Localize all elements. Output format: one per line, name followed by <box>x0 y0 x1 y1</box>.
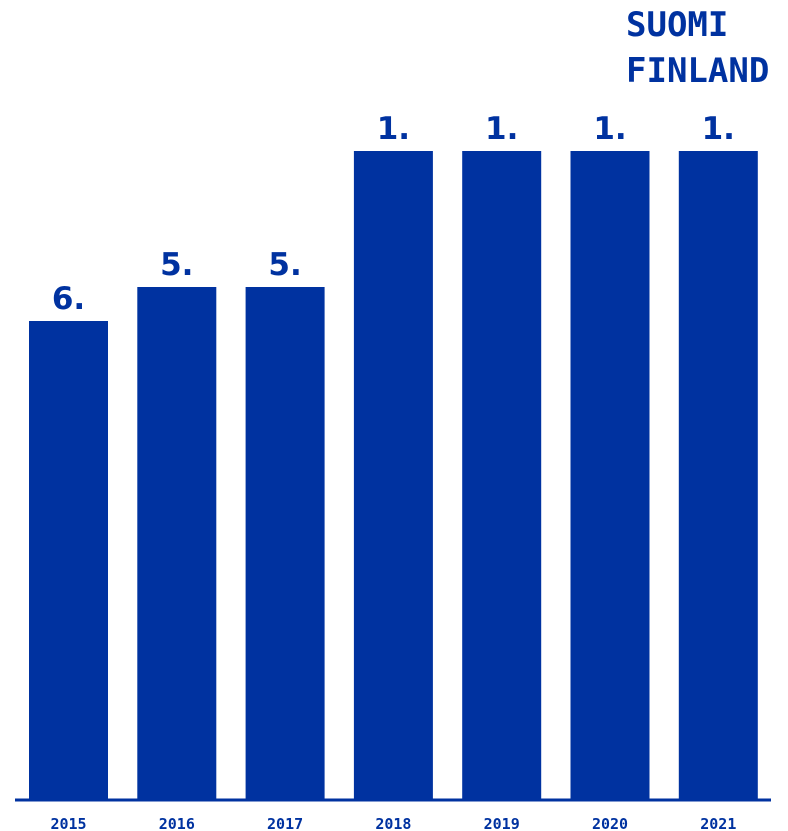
x-tick-label-2017: 2017 <box>267 815 303 831</box>
x-tick-label-2016: 2016 <box>159 815 195 831</box>
data-label-2017: 5. <box>268 247 301 283</box>
bar-2019 <box>462 151 542 800</box>
data-label-2015: 6. <box>52 281 85 317</box>
x-tick-label-2015: 2015 <box>50 815 86 831</box>
bar-2021 <box>678 151 758 800</box>
data-label-2019: 1. <box>485 111 518 147</box>
data-label-2021: 1. <box>702 111 735 147</box>
bar-2016 <box>137 287 217 800</box>
bar-2018 <box>353 151 433 800</box>
x-tick-label-2018: 2018 <box>375 815 411 831</box>
data-labels-layer: 6. 5. 5. 1. 1. 1. 1. <box>52 111 735 317</box>
data-label-2018: 1. <box>377 111 410 147</box>
bar-2017 <box>245 287 325 800</box>
data-label-2016: 5. <box>160 247 193 283</box>
x-tick-labels-layer: 2015 2016 2017 2018 2019 2020 2021 <box>50 815 736 831</box>
data-label-2020: 1. <box>593 111 626 147</box>
bar-2020 <box>570 151 650 800</box>
x-tick-label-2021: 2021 <box>700 815 736 831</box>
brand-line-finland: FINLAND <box>626 51 770 91</box>
bar-2015 <box>29 321 108 800</box>
bars-layer <box>29 151 758 800</box>
brand-logo: SUOMI FINLAND <box>626 2 769 94</box>
x-tick-label-2020: 2020 <box>592 815 628 831</box>
brand-line-suomi: SUOMI <box>626 5 729 45</box>
x-tick-label-2019: 2019 <box>484 815 520 831</box>
